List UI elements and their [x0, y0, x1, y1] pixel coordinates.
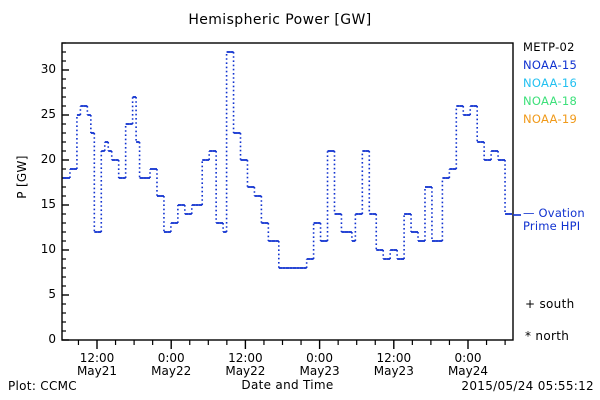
y-axis-ticks — [62, 42, 69, 341]
y-tick-label: 30 — [40, 62, 56, 76]
legend-item-noaa-15: NOAA-15 — [523, 56, 577, 74]
legend-marker-north: * north — [525, 329, 570, 343]
legend-label-noaa-16: NOAA-16 — [523, 76, 578, 90]
legend-marker-south: + south — [525, 297, 575, 311]
x-tick-date: May24 — [447, 364, 489, 378]
x-tick-date: May21 — [76, 364, 118, 378]
legend-label-noaa-15: NOAA-15 — [523, 58, 578, 72]
ovation-legend-line2: Prime HPI — [523, 219, 581, 233]
legend-label-noaa-19: NOAA-19 — [523, 112, 578, 126]
x-tick-time: 12:00 — [228, 351, 263, 365]
ovation-legend-line1: — Ovation — [523, 206, 585, 220]
y-tick-label: 10 — [40, 242, 56, 256]
legend: METP-02 NOAA-15 NOAA-16 NOAA-18 NOAA-19 — [523, 38, 577, 128]
x-tick-time: 12:00 — [376, 351, 412, 365]
legend-item-metp-02: METP-02 — [523, 38, 577, 56]
ovation-legend: — Ovation Prime HPI — [523, 207, 585, 233]
y-tick-label: 0 — [48, 332, 56, 346]
x-tick-label: 12:00 May23 — [354, 352, 434, 378]
x-tick-label: 12:00 May22 — [205, 352, 285, 378]
legend-label-noaa-18: NOAA-18 — [523, 94, 578, 108]
x-tick-date: May23 — [299, 364, 340, 378]
x-tick-date: May23 — [373, 364, 414, 378]
y-tick-label: 15 — [40, 197, 56, 211]
y-tick-label: 20 — [40, 152, 56, 166]
ovation-prime-hpi-series — [63, 51, 512, 269]
x-tick-label: 0:00 May24 — [428, 352, 508, 378]
plot-timestamp: 2015/05/24 05:55:12 — [461, 379, 594, 393]
plot-frame — [61, 42, 514, 341]
page-title: Hemispheric Power [GW] — [188, 12, 372, 28]
y-tick-label: 5 — [48, 287, 56, 301]
x-axis-label: Date and Time — [241, 378, 334, 392]
legend-item-noaa-19: NOAA-19 — [523, 110, 577, 128]
x-tick-time: 12:00 — [79, 351, 115, 365]
x-tick-label: 0:00 May22 — [131, 352, 211, 378]
y-tick-label: 25 — [40, 107, 56, 121]
x-axis-ticks — [77, 340, 506, 349]
legend-item-noaa-18: NOAA-18 — [523, 92, 577, 110]
plot-credit: Plot: CCMC — [8, 379, 77, 393]
legend-label-metp-02: METP-02 — [523, 40, 575, 54]
x-tick-date: May22 — [225, 364, 266, 378]
legend-item-noaa-16: NOAA-16 — [523, 74, 577, 92]
x-tick-time: 0:00 — [306, 351, 334, 365]
x-tick-label: 12:00 May21 — [57, 352, 137, 378]
x-tick-time: 0:00 — [454, 351, 482, 365]
x-tick-time: 0:00 — [157, 351, 185, 365]
x-tick-label: 0:00 May23 — [280, 352, 360, 378]
x-tick-date: May22 — [151, 364, 192, 378]
